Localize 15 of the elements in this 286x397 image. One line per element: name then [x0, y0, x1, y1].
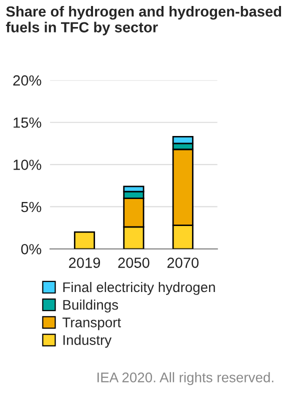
x-tick-label: 2050: [118, 258, 150, 268]
x-tick-label: 2070: [167, 258, 199, 268]
y-tick-label: 5%: [21, 202, 42, 212]
legend-label: Buildings: [63, 300, 118, 313]
text: IEA 2020. All rights reserved.: [98, 372, 274, 386]
x-tick-label: 2019: [69, 258, 100, 268]
y-tick-label: 10%: [14, 160, 42, 170]
legend-label: Industry: [63, 334, 112, 348]
legend-label: Final electricity hydrogen: [63, 282, 215, 295]
y-tick-label: 15%: [14, 118, 42, 128]
chart-title: Share of hydrogen and hydrogen-based fuels in TFC by sector: [6, 6, 282, 36]
y-tick-label: 20%: [13, 75, 42, 86]
bar: [74, 231, 96, 249]
y-tick-label: 0%: [21, 244, 42, 254]
legend-label: Transport: [62, 318, 121, 330]
